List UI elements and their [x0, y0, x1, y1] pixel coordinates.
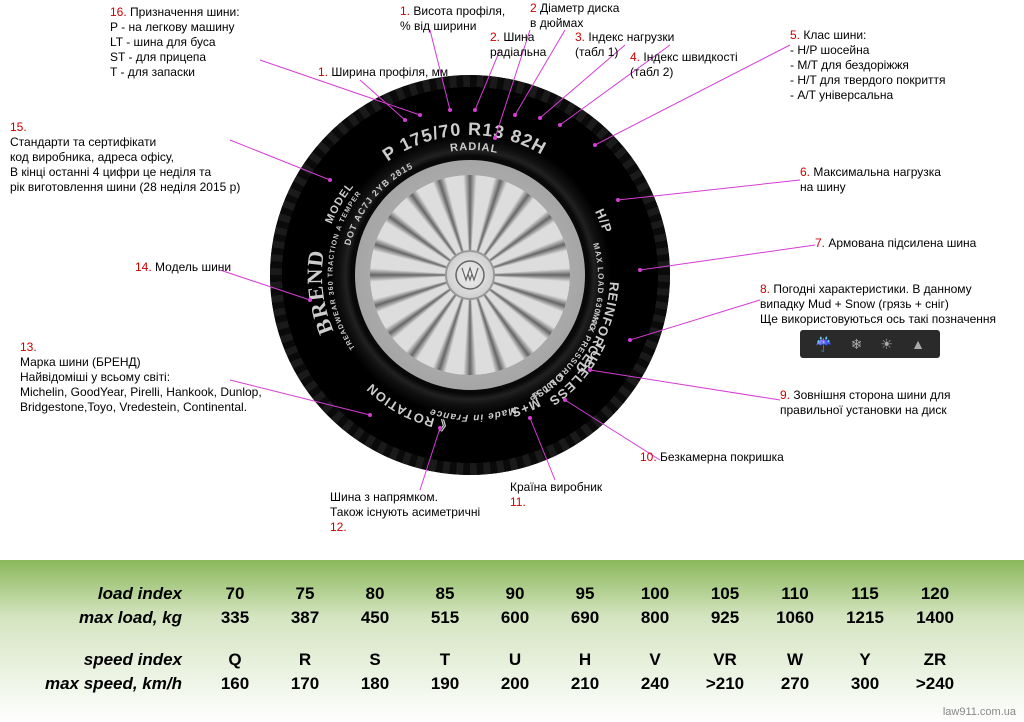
table-cell: >240 — [900, 674, 970, 694]
tire-radial-text: RADIAL — [449, 141, 499, 156]
table-cell: 115 — [830, 584, 900, 604]
watermark: law911.com.ua — [943, 706, 1016, 718]
table-cell: 70 — [200, 584, 270, 604]
callout-10: 10. Безкамерна покришка — [640, 450, 784, 465]
callout-11: Країна виробник11. — [510, 480, 602, 510]
table-cell: 110 — [760, 584, 830, 604]
max-load-header: max load, kg — [0, 608, 200, 628]
table-cell: Q — [200, 650, 270, 670]
table-cell: 85 — [410, 584, 480, 604]
table-cell: 200 — [480, 674, 550, 694]
callout-4: 4. Індекс швидкості (табл 2) — [630, 50, 738, 80]
table-cell: 270 — [760, 674, 830, 694]
speed-index-header: speed index — [0, 650, 200, 670]
table-cell: 190 — [410, 674, 480, 694]
table-cell: U — [480, 650, 550, 670]
load-index-row: load index 707580859095100105110115120 — [0, 582, 1024, 606]
max-load-row: max load, kg 335387450515600690800925106… — [0, 606, 1024, 630]
callout-15: 15.Стандарти та сертифікати код виробник… — [10, 120, 240, 195]
table-cell: ZR — [900, 650, 970, 670]
table-cell: 300 — [830, 674, 900, 694]
table-cell: 95 — [550, 584, 620, 604]
callout-1b: 1. Ширина профіля, мм — [318, 65, 448, 80]
callout-2b: 2 Діаметр диска в дюймах — [530, 1, 619, 31]
table-cell: Y — [830, 650, 900, 670]
load-index-header: load index — [0, 584, 200, 604]
table-cell: 75 — [270, 584, 340, 604]
table-cell: 1400 — [900, 608, 970, 628]
table-cell: 170 — [270, 674, 340, 694]
callout-13: 13.Марка шини (БРЕНД) Найвідоміші у всьо… — [20, 340, 262, 415]
callout-8: 8. Погодні характеристики. В данному вип… — [760, 282, 996, 327]
max-speed-row: max speed, km/h 160170180190200210240>21… — [0, 672, 1024, 696]
table-cell: 800 — [620, 608, 690, 628]
table-cell: R — [270, 650, 340, 670]
table-cell: 1060 — [760, 608, 830, 628]
table-cell: S — [340, 650, 410, 670]
speed-index-row: speed index QRSTUHVVRWYZR — [0, 648, 1024, 672]
tire-hp-text: H/P — [592, 206, 615, 235]
tire-text-svg: P 175/70 R13 82H RADIAL H/P REINFORCED M… — [270, 75, 670, 475]
callout-2: 2. Шина радіальна — [490, 30, 546, 60]
table-cell: 1215 — [830, 608, 900, 628]
table-cell: W — [760, 650, 830, 670]
callout-16: 16. Призначення шини: P - на легкову маш… — [110, 5, 240, 80]
table-cell: 690 — [550, 608, 620, 628]
table-cell: T — [410, 650, 480, 670]
table-cell: V — [620, 650, 690, 670]
tire-outside-text: OUTSIDE — [270, 75, 565, 401]
table-cell: >210 — [690, 674, 760, 694]
tire-rotation-text: 《 ROTATION — [363, 380, 454, 434]
tire-diagram: P 175/70 R13 82H RADIAL H/P REINFORCED M… — [270, 75, 670, 475]
table-cell: 210 — [550, 674, 620, 694]
callout-6: 6. Максимальна нагрузка на шину — [800, 165, 941, 195]
callout-9: 9. Зовнішня сторона шини для правильної … — [780, 388, 951, 418]
reference-tables: load index 707580859095100105110115120 m… — [0, 560, 1024, 722]
table-cell: 100 — [620, 584, 690, 604]
callout-12: Шина з напрямком. Також існують асиметри… — [330, 490, 480, 535]
table-cell: 450 — [340, 608, 410, 628]
table-cell: 515 — [410, 608, 480, 628]
table-cell: 105 — [690, 584, 760, 604]
table-cell: 80 — [340, 584, 410, 604]
snowflake-icon: ❄ — [851, 336, 863, 353]
table-cell: 335 — [200, 608, 270, 628]
mountain-icon: ▲ — [911, 336, 925, 352]
table-cell: H — [550, 650, 620, 670]
weather-symbols-strip: ☔ ❄ ☀ ▲ — [800, 330, 940, 358]
table-cell: 160 — [200, 674, 270, 694]
table-cell: 387 — [270, 608, 340, 628]
table-cell: 180 — [340, 674, 410, 694]
callout-14: 14. Модель шини — [135, 260, 231, 275]
table-cell: 120 — [900, 584, 970, 604]
table-cell: 240 — [620, 674, 690, 694]
callout-7: 7. Армована підсилена шина — [815, 236, 976, 251]
table-cell: 600 — [480, 608, 550, 628]
table-cell: 90 — [480, 584, 550, 604]
max-speed-header: max speed, km/h — [0, 674, 200, 694]
sun-icon: ☀ — [880, 336, 893, 353]
table-cell: VR — [690, 650, 760, 670]
callout-5: 5. Клас шини: - H/P шосейна - M/T для бе… — [790, 28, 946, 103]
rain-icon: ☔ — [815, 336, 832, 353]
table-cell: 925 — [690, 608, 760, 628]
